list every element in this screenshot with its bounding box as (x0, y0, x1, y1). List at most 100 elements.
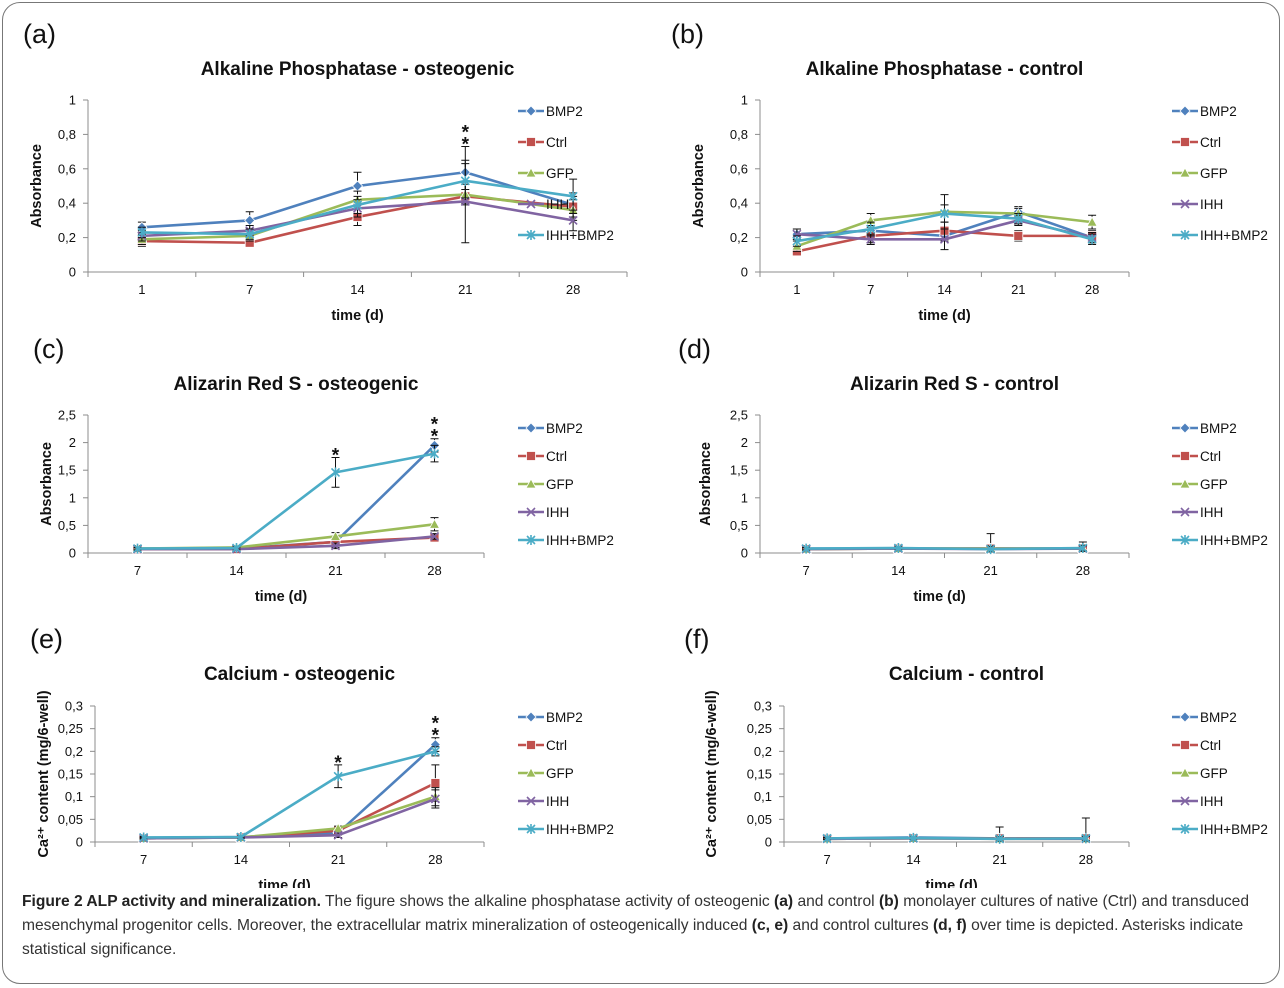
legend-label: IHH (546, 794, 569, 809)
y-tick-label: 2 (69, 435, 76, 450)
y-tick-label: 0,8 (58, 127, 76, 142)
data-point (801, 543, 811, 554)
legend-label: GFP (1200, 477, 1228, 492)
data-point (244, 214, 256, 226)
y-tick-label: 0,2 (730, 230, 748, 245)
caption-ref-df: (d, f) (932, 917, 967, 934)
significance-mark: * (431, 415, 439, 436)
panel-label: (b) (671, 19, 704, 49)
x-tick-label: 28 (428, 852, 442, 867)
x-tick-label: 28 (1085, 282, 1099, 297)
x-tick-label: 28 (1079, 852, 1093, 867)
legend-label: IHH (1200, 197, 1223, 212)
y-tick-label: 0,05 (747, 812, 772, 827)
y-tick-label: 0,2 (65, 744, 83, 759)
legend-marker (526, 137, 536, 147)
data-point (460, 196, 470, 207)
series-group (801, 543, 1088, 555)
legend-marker (1180, 796, 1190, 806)
legend-label: BMP2 (1200, 104, 1237, 119)
data-point (333, 830, 343, 840)
legend-label: IHH+BMP2 (546, 822, 614, 837)
series-group (822, 832, 1091, 844)
series-group (792, 204, 1097, 247)
x-tick-label: 14 (937, 282, 951, 297)
x-tick-label: 7 (134, 563, 141, 578)
data-point (351, 180, 364, 192)
x-axis-label: time (d) (925, 878, 978, 888)
series-line (143, 750, 436, 839)
caption-ref-b: (b) (878, 893, 899, 910)
x-tick-label: 14 (906, 852, 920, 867)
series-group (800, 533, 1089, 555)
legend-marker (526, 507, 536, 517)
y-axis-label: Absorbance (698, 442, 714, 526)
data-point (908, 832, 918, 843)
y-tick-label: 2 (741, 435, 748, 450)
legend-label: GFP (1200, 166, 1228, 181)
data-point (245, 229, 255, 240)
data-point (352, 199, 363, 210)
legend-label: IHH+BMP2 (1200, 533, 1268, 548)
legend-label: BMP2 (1200, 710, 1237, 725)
series-group (132, 444, 440, 554)
chart-title: Calcium - control (889, 664, 1044, 685)
legend-label: Ctrl (546, 135, 567, 150)
chart-panel: (d) Alizarin Red S - control 0 0,5 1 1,5 2 2,5 7… (678, 334, 1268, 605)
figure-charts: (a) Alkaline Phosphatase - osteogenic 0 0,2… (23, 19, 1268, 888)
y-tick-label: 0,5 (58, 518, 76, 533)
data-point (430, 778, 441, 788)
data-point (792, 229, 802, 239)
y-tick-label: 0,2 (58, 230, 76, 245)
caption-ref-a: (a) (774, 893, 794, 910)
y-tick-label: 0,3 (65, 699, 83, 714)
legend-marker (526, 451, 536, 461)
data-point (139, 832, 149, 843)
x-tick-label: 7 (803, 563, 810, 578)
y-tick-label: 0,25 (747, 721, 772, 736)
x-tick-label: 14 (350, 282, 364, 297)
x-tick-label: 28 (1076, 563, 1090, 578)
y-tick-label: 1 (741, 490, 748, 505)
legend-label: BMP2 (546, 710, 583, 725)
data-point (1013, 213, 1023, 224)
caption-text-2: and control (793, 893, 879, 910)
legend-marker (1179, 105, 1191, 117)
x-tick-label: 1 (138, 282, 145, 297)
data-point (995, 833, 1005, 844)
data-point (792, 236, 802, 247)
legend-label: Ctrl (1200, 449, 1221, 464)
caption-text-1: The figure shows the alkaline phosphatas… (320, 893, 775, 910)
legend-marker (526, 230, 536, 240)
legend-marker (1180, 230, 1190, 240)
legend-marker (525, 105, 537, 117)
data-point (332, 822, 344, 833)
y-tick-label: 0 (69, 546, 76, 561)
legend-marker (1180, 507, 1190, 517)
series-line (806, 546, 1083, 551)
significance-mark: * (334, 753, 342, 774)
legend-label: GFP (546, 477, 574, 492)
legend-label: IHH (1200, 505, 1223, 520)
y-axis-label: Ca²⁺ content (mg/6-well) (36, 690, 52, 857)
x-tick-label: 1 (793, 282, 800, 297)
y-tick-label: 0,15 (58, 767, 83, 782)
x-axis-label: time (d) (918, 308, 971, 324)
legend-marker (1180, 535, 1190, 545)
chart-panel: (b) Alkaline Phosphatase - control 0 0,2 0,4… (671, 19, 1268, 324)
data-point (1087, 234, 1097, 245)
y-tick-label: 0,3 (754, 699, 772, 714)
legend-label: GFP (546, 166, 574, 181)
caption-text-5: over time is depicted. Asterisks indicat… (22, 917, 1244, 958)
series-line (143, 743, 437, 840)
legend-label: GFP (1200, 766, 1228, 781)
data-point (1086, 216, 1098, 227)
series-group (138, 764, 441, 844)
y-axis-label: Ca²⁺ content (mg/6-well) (704, 690, 720, 857)
legend-marker (1179, 767, 1191, 778)
legend-label: IHH (546, 505, 569, 520)
x-axis-label: time (d) (255, 589, 308, 605)
y-tick-label: 0,5 (730, 518, 748, 533)
y-tick-label: 0,1 (754, 789, 772, 804)
data-point (866, 234, 876, 244)
